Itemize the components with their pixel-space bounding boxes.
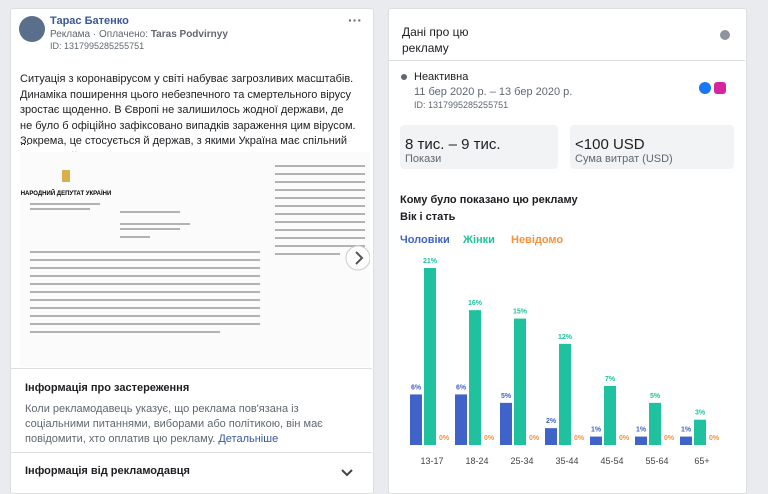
value-label: 0% — [619, 435, 630, 442]
value-label: 7% — [605, 376, 616, 383]
value-label: 0% — [664, 435, 675, 442]
bar — [590, 436, 602, 445]
info-icon[interactable] — [720, 30, 730, 40]
bar — [635, 436, 647, 445]
x-tick-label: 18-24 — [465, 456, 488, 466]
x-tick-label: 35-44 — [555, 456, 578, 466]
bar — [424, 268, 436, 445]
avatar[interactable] — [19, 16, 45, 42]
divider — [10, 452, 372, 453]
value-label: 6% — [456, 384, 467, 391]
dates: 11 бер 2020 р. – 13 бер 2020 р. — [414, 86, 573, 98]
image-heading: НАРОДНИЙ ДЕПУТАТ УКРАЇНИ — [21, 189, 112, 197]
bar — [680, 436, 692, 445]
divider — [10, 368, 372, 369]
stat-box — [400, 125, 558, 169]
x-tick-label: 13-17 — [420, 456, 443, 466]
audience-title: Кому було показано цю рекламу — [400, 194, 578, 206]
legend-label: Невідомо — [511, 234, 563, 246]
bar — [694, 419, 706, 445]
disclaimer-title: Інформація про застереження — [25, 382, 190, 394]
value-label: 15% — [513, 309, 528, 316]
value-label: 3% — [695, 410, 706, 417]
bar — [500, 402, 512, 445]
divider — [388, 60, 745, 61]
impressions-label: Покази — [405, 153, 442, 165]
instagram-icon — [714, 82, 726, 94]
details-title: Дані про цю рекламу — [402, 25, 469, 55]
more-menu[interactable]: ··· — [348, 12, 362, 28]
value-label: 0% — [574, 435, 585, 442]
chart-title: Вік і стать — [400, 211, 456, 223]
value-label: 1% — [636, 427, 647, 434]
paid-by: Taras Podvirnyy — [150, 29, 228, 40]
x-tick-label: 45-54 — [600, 456, 623, 466]
chart: Чоловіки Жінки Невідомо 13-17 6% 21% 0% 18-24 6%… — [400, 234, 720, 466]
x-tick-label: 55-64 — [645, 456, 668, 466]
x-tick-label: 65+ — [694, 456, 709, 466]
disclaimer: Коли рекламодавець указує, що реклама по… — [25, 402, 355, 447]
value-label: 0% — [709, 435, 720, 442]
chevron[interactable] — [340, 468, 354, 478]
bar — [455, 394, 467, 445]
sponsored-line: Реклама · Оплачено: Taras Podvirnyy — [50, 29, 228, 40]
status-dot — [401, 74, 407, 80]
author[interactable]: Тарас Батенко — [50, 15, 129, 27]
x-tick-label: 25-34 — [510, 456, 533, 466]
value-label: 16% — [468, 300, 483, 307]
value-label: 2% — [546, 418, 557, 425]
sponsored: Реклама — [50, 29, 91, 40]
facebook-icon — [699, 82, 711, 94]
bar — [604, 386, 616, 445]
bar — [649, 402, 661, 445]
ad-id: ID: 1317995285255751 — [50, 41, 145, 51]
stat-box — [570, 125, 734, 169]
value-label: 21% — [423, 258, 438, 265]
value-label: 6% — [411, 384, 422, 391]
impressions: 8 тис. – 9 тис. — [405, 136, 501, 153]
details-id: ID: 1317995285255751 — [414, 100, 509, 110]
value-label: 5% — [501, 393, 512, 400]
bar — [559, 343, 571, 445]
bar — [410, 394, 422, 445]
value-label: 0% — [484, 435, 495, 442]
spend: <100 USD — [575, 136, 645, 153]
value-label: 5% — [650, 393, 661, 400]
legend-label: Чоловіки — [400, 234, 450, 246]
disclaimer-text: Коли рекламодавець указує, що реклама по… — [25, 403, 323, 445]
value-label: 0% — [529, 435, 540, 442]
value-label: 1% — [681, 427, 692, 434]
paid-prefix: · Оплачено: — [92, 29, 149, 40]
status: Неактивна — [414, 71, 469, 83]
legend-label: Жінки — [462, 234, 495, 246]
spend-label: Сума витрат (USD) — [575, 153, 673, 165]
value-label: 0% — [439, 435, 450, 442]
value-label: 1% — [591, 427, 602, 434]
bar — [514, 318, 526, 445]
more[interactable]: ... — [20, 136, 30, 148]
bar — [469, 310, 481, 445]
learn-more[interactable]: Детальніше — [218, 433, 279, 445]
value-label: 12% — [558, 334, 573, 341]
bar — [545, 428, 557, 445]
post-image: НАРОДНИЙ ДЕПУТАТ УКРАЇНИ — [20, 152, 370, 367]
advertiser-title[interactable]: Інформація від рекламодавця — [25, 465, 190, 477]
